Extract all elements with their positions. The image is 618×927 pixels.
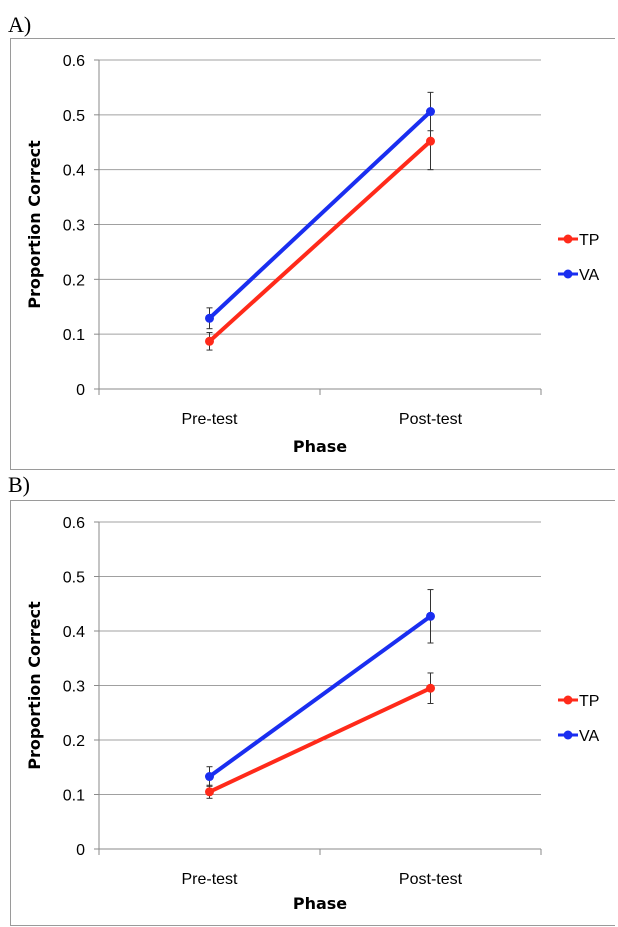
y-tick-label: 0.3: [63, 218, 85, 235]
panel-b-label: B): [8, 472, 30, 497]
x-axis-title: Phase: [293, 894, 347, 913]
chart-a-svg: 0 0.1 0.2 0.3 0.4 0.5 0.6 Pre-test Post-test Phas…: [25, 53, 599, 456]
x-tick-label: Post-test: [399, 411, 463, 428]
data-point-va: [205, 772, 214, 782]
legend-marker-tp: [563, 234, 573, 244]
legend-label: TP: [579, 693, 599, 710]
y-tick-label: 0.5: [63, 570, 85, 587]
series-line-tp: [207, 686, 433, 794]
y-tick-label: 0.1: [63, 788, 85, 805]
y-tick-label: 0: [76, 842, 85, 859]
panel-a-label: A): [8, 12, 32, 37]
chart-b: 0 0.1 0.2 0.3 0.4 0.5 0.6 Pre-test Post-test Phas…: [10, 500, 615, 926]
x-tick-label: Pre-test: [181, 871, 238, 888]
y-tick-label: 0.2: [63, 733, 85, 750]
y-tick-label: 0.5: [63, 108, 85, 125]
chart-b-svg: 0 0.1 0.2 0.3 0.4 0.5 0.6 Pre-test Post-test Phas…: [25, 515, 599, 913]
chart-a: 0 0.1 0.2 0.3 0.4 0.5 0.6 Pre-test Post-test Phas…: [10, 38, 615, 470]
legend-marker-va: [563, 269, 573, 279]
x-tick-label: Post-test: [399, 871, 463, 888]
x-tick-label: Pre-test: [181, 411, 238, 428]
series-line-va: [207, 109, 433, 321]
y-tick-label: 0.2: [63, 272, 85, 289]
data-point-tp: [205, 787, 214, 797]
y-tick-label: 0.4: [63, 624, 85, 641]
y-tick-label: 0.4: [63, 163, 85, 180]
legend-label: VA: [579, 267, 599, 284]
data-point-tp: [426, 136, 435, 146]
y-tick-label: 0: [76, 382, 85, 399]
data-point-va: [426, 611, 435, 621]
x-axis-title: Phase: [293, 437, 347, 456]
y-tick-label: 0.1: [63, 327, 85, 344]
y-tick-label: 0.6: [63, 515, 85, 532]
data-point-va: [426, 107, 435, 117]
data-point-va: [205, 313, 214, 323]
series-line-tp: [207, 139, 433, 344]
legend-marker-tp: [563, 695, 573, 705]
legend-label: TP: [579, 232, 599, 249]
legend-marker-va: [563, 730, 573, 740]
data-point-tp: [426, 683, 435, 693]
y-tick-label: 0.6: [63, 53, 85, 70]
y-axis-title: Proportion Correct: [25, 140, 44, 309]
series-line-va: [207, 614, 433, 779]
data-point-tp: [205, 336, 214, 346]
y-tick-label: 0.3: [63, 679, 85, 696]
y-axis-title: Proportion Correct: [25, 601, 44, 770]
legend-label: VA: [579, 728, 599, 745]
